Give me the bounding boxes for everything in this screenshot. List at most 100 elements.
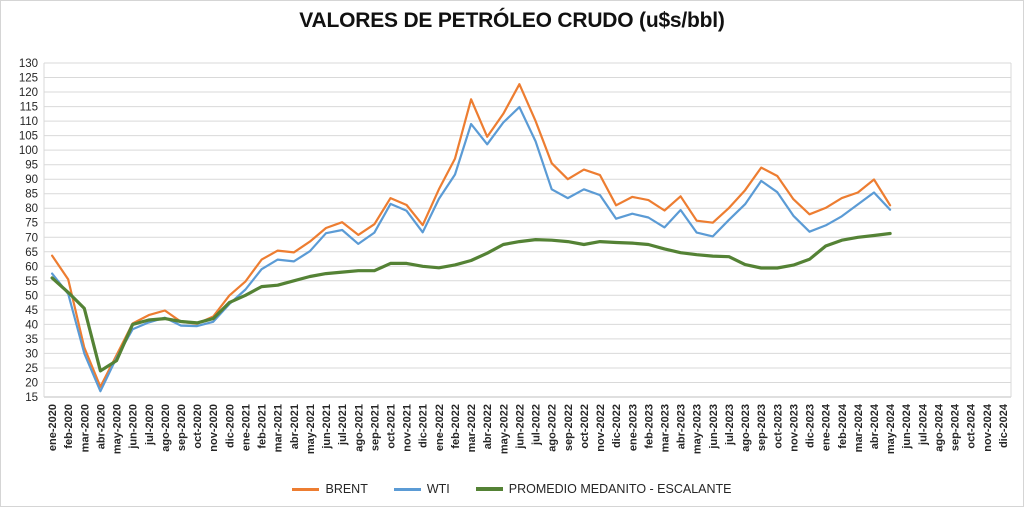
y-axis-tick-label: 55 xyxy=(25,276,38,288)
y-axis-tick-label: 15 xyxy=(25,392,38,404)
y-axis-tick-label: 20 xyxy=(25,378,38,390)
y-axis-tick-label: 70 xyxy=(25,232,38,244)
y-axis-tick-label: 120 xyxy=(19,87,38,99)
x-axis-tick-label: ene-2023 xyxy=(627,404,639,451)
x-axis-tick-label: oct-2022 xyxy=(579,404,591,449)
x-axis-tick-label: mar-2021 xyxy=(273,404,285,452)
x-axis-tick-label: mar-2020 xyxy=(79,404,91,452)
x-axis-tick-label: mar-2022 xyxy=(466,404,478,452)
x-axis-tick-label: oct-2021 xyxy=(386,404,398,449)
x-axis-tick-label: dic-2020 xyxy=(224,404,236,448)
y-axis-tick-label: 80 xyxy=(25,203,38,215)
x-axis-tick-label: sep-2020 xyxy=(176,404,188,451)
x-axis-tick-label: may-2023 xyxy=(692,404,704,454)
x-axis-tick-label: ago-2020 xyxy=(160,404,172,452)
x-axis-tick-label: dic-2022 xyxy=(611,404,623,448)
x-axis-tick-label: ene-2020 xyxy=(47,404,59,451)
x-axis-tick-label: jul-2020 xyxy=(144,404,156,446)
x-axis-tick-label: jul-2024 xyxy=(917,403,929,446)
legend-label-wti: WTI xyxy=(426,482,450,496)
x-axis-tick-label: ago-2022 xyxy=(547,404,559,452)
x-axis-tick-label: feb-2021 xyxy=(257,404,269,449)
x-axis-tick-label: sep-2024 xyxy=(950,403,962,451)
x-axis-tick-label: oct-2020 xyxy=(192,404,204,449)
x-axis-tick-label: jul-2023 xyxy=(724,404,736,446)
x-axis-tick-label: mar-2024 xyxy=(853,403,865,452)
brent-line-swatch-icon xyxy=(292,487,320,491)
chart-title: VALORES DE PETRÓLEO CRUDO (u$s/bbl) xyxy=(299,9,725,32)
x-axis-tick-label: oct-2024 xyxy=(966,403,978,449)
x-axis-tick-label: nov-2023 xyxy=(788,404,800,452)
x-axis-tick-label: abr-2023 xyxy=(676,404,688,449)
x-axis-tick-label: abr-2022 xyxy=(482,404,494,449)
legend-item-brent: BRENT xyxy=(292,482,368,496)
x-axis-tick-label: abr-2024 xyxy=(869,403,881,449)
medanito-line-swatch-icon xyxy=(475,487,503,491)
x-axis-tick-label: sep-2022 xyxy=(563,404,575,451)
x-axis-tick-label: ago-2024 xyxy=(934,403,946,452)
x-axis-tick-label: ene-2022 xyxy=(434,404,446,451)
y-axis-tick-label: 30 xyxy=(25,348,38,360)
x-axis-tick-label: dic-2024 xyxy=(998,403,1010,448)
x-axis-tick-label: may-2020 xyxy=(112,404,124,454)
legend-item-wti: WTI xyxy=(393,482,450,496)
x-axis-tick-label: ene-2021 xyxy=(241,404,253,451)
x-axis-tick-label: may-2022 xyxy=(498,404,510,454)
y-axis-tick-label: 100 xyxy=(19,145,38,157)
legend-item-medanito: PROMEDIO MEDANITO - ESCALANTE xyxy=(475,482,732,496)
y-axis-tick-label: 105 xyxy=(19,131,38,143)
x-axis-tick-label: dic-2021 xyxy=(418,404,430,448)
y-axis-tick-label: 125 xyxy=(19,73,38,85)
y-axis-tick-label: 45 xyxy=(25,305,38,317)
y-axis-tick-label: 90 xyxy=(25,174,38,186)
y-axis-tick-label: 130 xyxy=(19,58,38,70)
x-axis-tick-label: ene-2024 xyxy=(821,403,833,451)
y-axis-tick-label: 75 xyxy=(25,218,38,230)
legend: BRENT WTI PROMEDIO MEDANITO - ESCALANTE xyxy=(1,482,1023,496)
y-axis-tick-label: 110 xyxy=(20,116,38,128)
series-line-promedio-medanito-escalante xyxy=(50,231,892,373)
x-axis-tick-label: jun-2020 xyxy=(128,404,140,450)
legend-label-medanito: PROMEDIO MEDANITO - ESCALANTE xyxy=(508,482,732,496)
y-axis-tick-label: 35 xyxy=(25,334,38,346)
x-axis-tick-label: sep-2021 xyxy=(369,404,381,451)
x-axis-tick-label: oct-2023 xyxy=(772,404,784,449)
x-axis-tick-label: feb-2020 xyxy=(63,404,75,449)
series-line-brent xyxy=(50,83,892,388)
x-axis-tick-label: nov-2020 xyxy=(208,404,220,452)
x-axis-tick-label: feb-2024 xyxy=(837,403,849,449)
x-axis-tick-label: jun-2024 xyxy=(901,403,913,450)
x-axis-tick-label: jun-2021 xyxy=(321,404,333,450)
x-axis-tick-label: nov-2024 xyxy=(982,403,994,452)
x-axis-tick-label: nov-2021 xyxy=(402,404,414,452)
x-axis-tick-label: sep-2023 xyxy=(756,404,768,451)
x-axis-tick-label: jul-2022 xyxy=(531,404,543,446)
y-axis-tick-label: 115 xyxy=(20,102,38,114)
y-axis-tick-label: 40 xyxy=(25,319,38,331)
x-axis-tick-label: dic-2023 xyxy=(805,404,817,448)
x-axis-tick-label: jul-2021 xyxy=(337,404,349,446)
legend-label-brent: BRENT xyxy=(325,482,368,496)
x-axis-tick-label: feb-2022 xyxy=(450,404,462,449)
x-axis-tick-label: may-2024 xyxy=(885,403,897,454)
series-line-wti xyxy=(50,105,892,393)
y-axis-tick-label: 50 xyxy=(25,290,38,302)
y-axis-tick-label: 60 xyxy=(25,261,38,273)
x-axis-tick-label: feb-2023 xyxy=(643,404,655,449)
x-axis-tick-label: ago-2021 xyxy=(353,404,365,452)
y-axis-tick-label: 25 xyxy=(25,363,38,375)
y-axis-tick-label: 95 xyxy=(25,160,38,172)
y-axis-tick-label: 65 xyxy=(25,247,38,259)
x-axis-tick-label: jun-2022 xyxy=(514,404,526,450)
x-axis-tick-label: may-2021 xyxy=(305,404,317,454)
wti-line-swatch-icon xyxy=(393,487,421,491)
x-axis-tick-label: abr-2021 xyxy=(289,404,301,449)
x-axis-tick-label: mar-2023 xyxy=(660,404,672,452)
x-axis-tick-label: abr-2020 xyxy=(95,404,107,449)
y-axis-tick-label: 85 xyxy=(25,189,38,201)
x-axis-tick-label: ago-2023 xyxy=(740,404,752,452)
x-axis-tick-label: nov-2022 xyxy=(595,404,607,452)
x-axis-tick-label: jun-2023 xyxy=(708,404,720,450)
